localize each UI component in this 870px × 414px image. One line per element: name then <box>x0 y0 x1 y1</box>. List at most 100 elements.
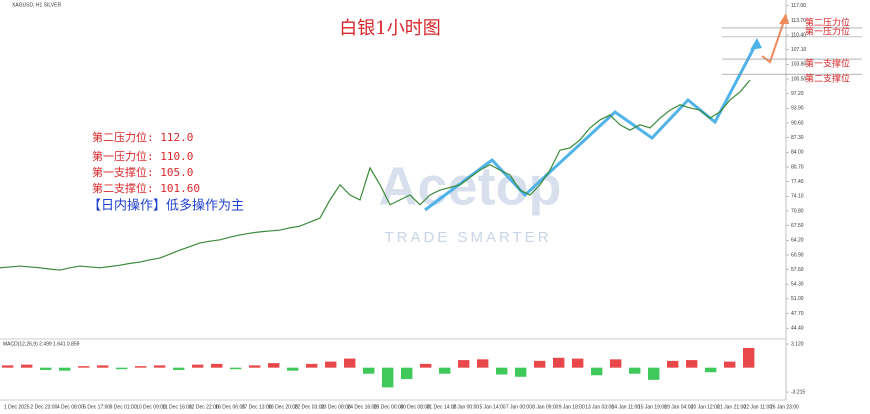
macd-bar <box>629 367 641 374</box>
x-tick-label: 11 Dec 16:00 <box>162 404 192 410</box>
macd-bar <box>325 361 337 368</box>
macd-bar <box>439 367 451 374</box>
x-tick-label: 13 Jan 03:00 <box>585 404 614 410</box>
x-tick-label: 26 Jan 23:00 <box>770 404 799 410</box>
x-tick-label: 4 Dec 08:00 <box>57 404 84 410</box>
y-tick-label: 47.70 <box>791 311 804 317</box>
x-tick-label: 10 Dec 09:00 <box>136 404 166 410</box>
macd-bar <box>306 363 318 368</box>
x-tick-label: 21 Jan 21:00 <box>717 404 746 410</box>
macd-tick-label: 3.120 <box>791 341 804 347</box>
x-tick-label: 20 Jan 12:00 <box>691 404 720 410</box>
level-label: 第一支撑位 <box>805 58 850 70</box>
macd-bar <box>591 367 603 376</box>
macd-bar <box>40 367 52 370</box>
macd-bar <box>515 367 527 377</box>
y-tick-label: 110.40 <box>791 32 806 38</box>
macd-bar <box>116 367 128 370</box>
macd-bar <box>382 367 394 388</box>
macd-bar <box>135 366 147 368</box>
x-tick-label: 5 Jan 14:00 <box>479 404 505 410</box>
macd-bar <box>686 360 698 368</box>
y-tick-label: 70.80 <box>791 208 804 214</box>
y-tick-label: 57.60 <box>791 267 804 273</box>
y-tick-label: 60.90 <box>791 252 804 258</box>
x-tick-label: 15 Jan 19:00 <box>638 404 667 410</box>
y-tick-label: 44.40 <box>791 326 804 332</box>
x-tick-label: 30 Dec 08:00 <box>400 404 430 410</box>
macd-bar <box>344 358 356 368</box>
chart-title: 白银1小时图 <box>339 18 440 39</box>
macd-bar <box>59 367 71 371</box>
macd-bar <box>705 367 717 373</box>
x-tick-label: 18 Dec 20:00 <box>268 404 298 410</box>
macd-bar <box>401 367 413 380</box>
macd-label: MACD(12,26,9) 2.499 1.641 0.859 <box>3 341 80 347</box>
macd-bar <box>97 365 109 368</box>
x-tick-label: 24 Dec 16:00 <box>347 404 377 410</box>
note: 第一压力位: 110.0 <box>92 149 193 163</box>
y-tick-label: 77.40 <box>791 179 804 185</box>
x-tick-label: 23 Dec 08:00 <box>321 404 351 410</box>
macd-bar <box>648 367 660 380</box>
level-label: 第二压力位 <box>805 16 850 28</box>
y-tick-label: 74.10 <box>791 194 804 200</box>
note: 第一支撑位: 105.0 <box>92 165 193 179</box>
target-path <box>761 17 786 64</box>
macd-bar <box>667 360 679 368</box>
macd-bar <box>249 365 261 368</box>
macd-bar <box>724 361 736 368</box>
x-tick-label: 9 Dec 01:00 <box>110 404 137 410</box>
y-tick-label: 107.10 <box>791 47 807 53</box>
macd-bar <box>2 365 14 368</box>
macd-bar <box>154 365 166 368</box>
x-tick-label: 8 Jan 09:00 <box>532 404 558 410</box>
note: 第二支撑位: 101.60 <box>92 181 200 195</box>
y-tick-label: 117.00 <box>791 3 806 9</box>
x-tick-label: 5 Dec 17:00 <box>83 404 110 410</box>
header: XAGUSD, H1 SILVER <box>12 2 61 8</box>
x-tick-label: 31 Dec 14:00 <box>427 404 457 410</box>
price-line <box>0 79 751 271</box>
x-tick-label: 22 Dec 03:00 <box>295 404 325 410</box>
macd-bar <box>572 358 584 368</box>
y-tick-label: 113.70 <box>791 18 806 24</box>
macd-bar <box>268 363 280 368</box>
x-tick-label: 17 Dec 13:00 <box>242 404 272 410</box>
macd-bar <box>420 363 432 368</box>
watermark-logo: Acetop <box>378 156 561 216</box>
macd-bar <box>458 360 470 368</box>
x-tick-label: 12 Dec 22:00 <box>189 404 219 410</box>
macd-bar <box>534 360 546 368</box>
x-tick-label: 1 Dec 2025 <box>4 404 30 410</box>
macd-bar <box>477 359 489 368</box>
macd-bar <box>553 357 565 368</box>
macd-bar <box>287 367 299 371</box>
y-tick-label: 64.20 <box>791 238 804 244</box>
y-tick-label: 87.30 <box>791 135 804 141</box>
x-tick-label: 14 Jan 11:00 <box>612 404 641 410</box>
macd-bar <box>21 364 33 368</box>
macd-bar <box>173 367 185 370</box>
macd-bar <box>78 366 90 368</box>
y-tick-label: 84.00 <box>791 150 804 156</box>
x-tick-label: 7 Jan 00:00 <box>506 404 532 410</box>
strategy: 【日内操作】低多操作为主 <box>88 198 244 214</box>
macd-bar <box>230 367 242 370</box>
x-tick-label: 29 Dec 00:00 <box>374 404 404 410</box>
x-tick-label: 2 Dec 23:00 <box>30 404 57 410</box>
level-label: 第一压力位 <box>805 25 850 37</box>
y-tick-label: 103.80 <box>791 62 807 68</box>
macd-bar <box>743 347 755 368</box>
y-tick-label: 90.60 <box>791 120 804 126</box>
y-tick-label: 100.50 <box>791 76 807 82</box>
macd-bar <box>363 367 375 374</box>
y-tick-label: 67.50 <box>791 223 804 229</box>
macd-bar <box>192 364 204 368</box>
macd-bar <box>496 367 508 375</box>
macd-tick-label: -3.215 <box>791 389 805 395</box>
level-label: 第二支撑位 <box>805 73 850 85</box>
target-arrow <box>779 13 789 24</box>
